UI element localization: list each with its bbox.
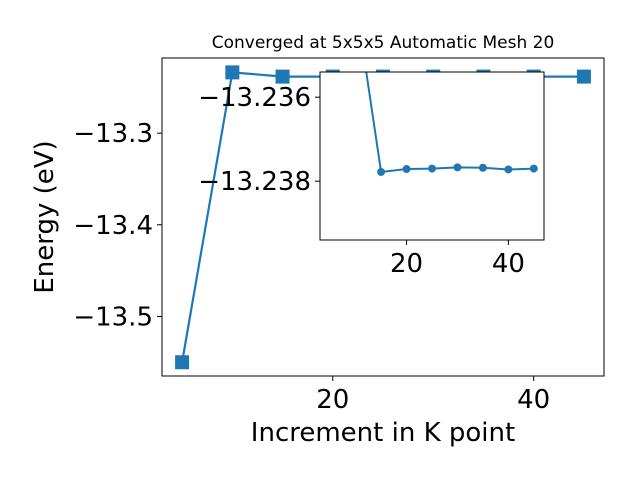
main-plot-frame (161, 57, 605, 377)
main-y-tick-label: −13.4 (73, 211, 153, 241)
main-x-ticks: 20 40 (316, 376, 550, 415)
inset-plot-frame (319, 71, 545, 241)
inset-background (320, 72, 544, 240)
inset-y-tick-label: −13.238 (198, 167, 311, 197)
inset-data-point (529, 164, 538, 173)
inset-data-point (428, 164, 436, 173)
main-x-tick-label: 20 (316, 385, 349, 415)
main-data-point (576, 69, 591, 84)
inset-y-ticks: −13.238 −13.236 (198, 83, 320, 197)
inset-data-point (478, 163, 487, 172)
y-axis-label: Energy (eV) (30, 140, 60, 293)
main-y-ticks: −13.5 −13.4 −13.3 (73, 119, 162, 332)
main-x-tick-label: 40 (517, 385, 550, 415)
x-axis-label: Increment in K point (251, 418, 515, 448)
inset-x-tick-label: 40 (492, 249, 525, 279)
inset-series-markers (352, 0, 538, 176)
inset-data-point (453, 163, 462, 172)
inset-data-point (504, 165, 513, 174)
main-y-tick-label: −13.3 (73, 119, 153, 149)
inset-data-point (352, 0, 360, 5)
inset-data-point (402, 165, 411, 174)
inset-y-tick-label: −13.236 (198, 83, 311, 113)
inset-series-line (365, 72, 534, 174)
main-data-point (175, 355, 190, 370)
chart-title: Converged at 5x5x5 Automatic Mesh 20 (212, 33, 555, 53)
inset-x-tick-label: 20 (390, 249, 423, 279)
inset-x-ticks: 20 40 (390, 240, 525, 279)
main-y-tick-label: −13.5 (73, 302, 153, 332)
inset-data-point (377, 167, 386, 176)
main-data-point (225, 65, 240, 80)
main-data-point (275, 69, 290, 84)
